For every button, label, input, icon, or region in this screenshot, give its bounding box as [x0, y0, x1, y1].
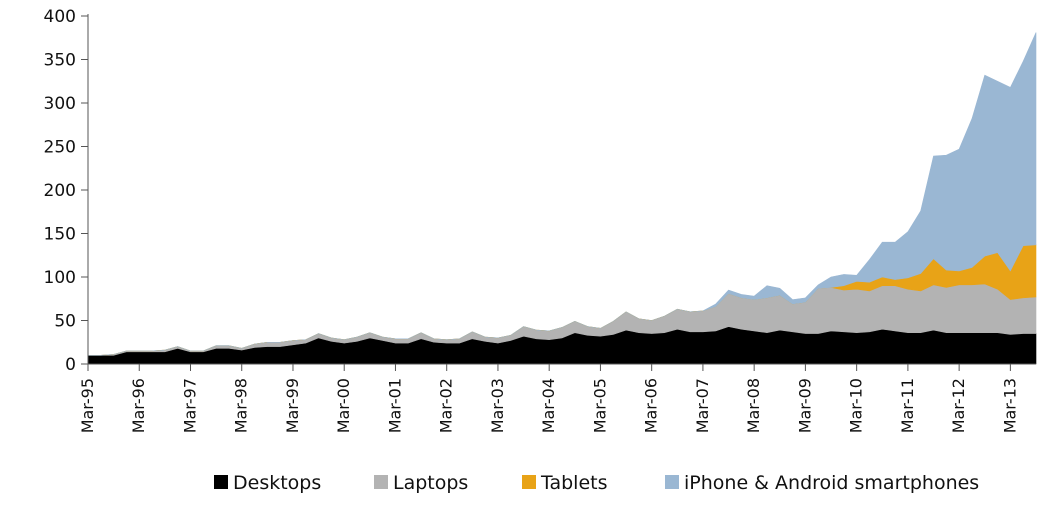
legend-item-tablets: Tablets — [522, 472, 607, 494]
x-tick-label: Mar-07 — [693, 378, 712, 433]
x-tick-label: Mar-12 — [949, 378, 968, 433]
area-iphone-android-smartphones — [88, 32, 1037, 356]
legend-item-laptops: Laptops — [374, 472, 468, 494]
legend: Desktops Laptops Tablets iPhone & Android s… — [214, 472, 979, 494]
x-tick-label: Mar-04 — [539, 378, 558, 433]
x-tick-label: Mar-00 — [334, 378, 353, 433]
axes-layer: 0 50 100 150 200 250 300 350 400 Mar-95 Mar-96 Mar-… — [44, 7, 1036, 433]
y-tick-label: 250 — [44, 138, 76, 158]
x-tick-label: Mar-13 — [1000, 378, 1019, 433]
areas-layer — [87, 32, 1037, 365]
x-tick-label: Mar-06 — [642, 378, 661, 433]
y-tick-label: 350 — [44, 51, 76, 71]
y-tick-label: 100 — [44, 268, 76, 288]
legend-label: iPhone & Android smartphones — [684, 472, 979, 494]
y-tick-label: 300 — [44, 94, 76, 114]
legend-label: Tablets — [540, 472, 607, 494]
x-tick-label: Mar-09 — [795, 378, 814, 433]
x-tick-label: Mar-97 — [180, 378, 199, 433]
x-tick-label: Mar-96 — [129, 378, 148, 433]
legend-swatch — [522, 475, 536, 489]
y-tick-label: 400 — [44, 7, 76, 27]
x-tick-label: Mar-11 — [898, 378, 917, 433]
x-tick-label: Mar-95 — [78, 378, 97, 433]
x-tick-label: Mar-98 — [232, 378, 251, 433]
legend-swatch — [665, 475, 679, 489]
y-tick-label: 0 — [65, 355, 76, 375]
y-tick-label: 50 — [54, 312, 76, 332]
legend-swatch — [214, 475, 228, 489]
legend-swatch — [374, 475, 388, 489]
x-tick-label: Mar-08 — [744, 378, 763, 433]
legend-item-iphone-android-smartphones: iPhone & Android smartphones — [665, 472, 979, 494]
x-tick-label: Mar-03 — [488, 378, 507, 433]
x-tick-label: Mar-05 — [590, 378, 609, 433]
y-tick-label: 150 — [44, 225, 76, 245]
y-tick-label: 200 — [44, 181, 76, 201]
legend-label: Desktops — [233, 472, 321, 494]
legend-label: Laptops — [393, 472, 468, 494]
x-tick-label: Mar-99 — [283, 378, 302, 433]
x-tick-label: Mar-01 — [385, 378, 404, 433]
x-tick-label: Mar-02 — [437, 378, 456, 433]
x-tick-label: Mar-10 — [847, 378, 866, 433]
legend-item-desktops: Desktops — [214, 472, 321, 494]
